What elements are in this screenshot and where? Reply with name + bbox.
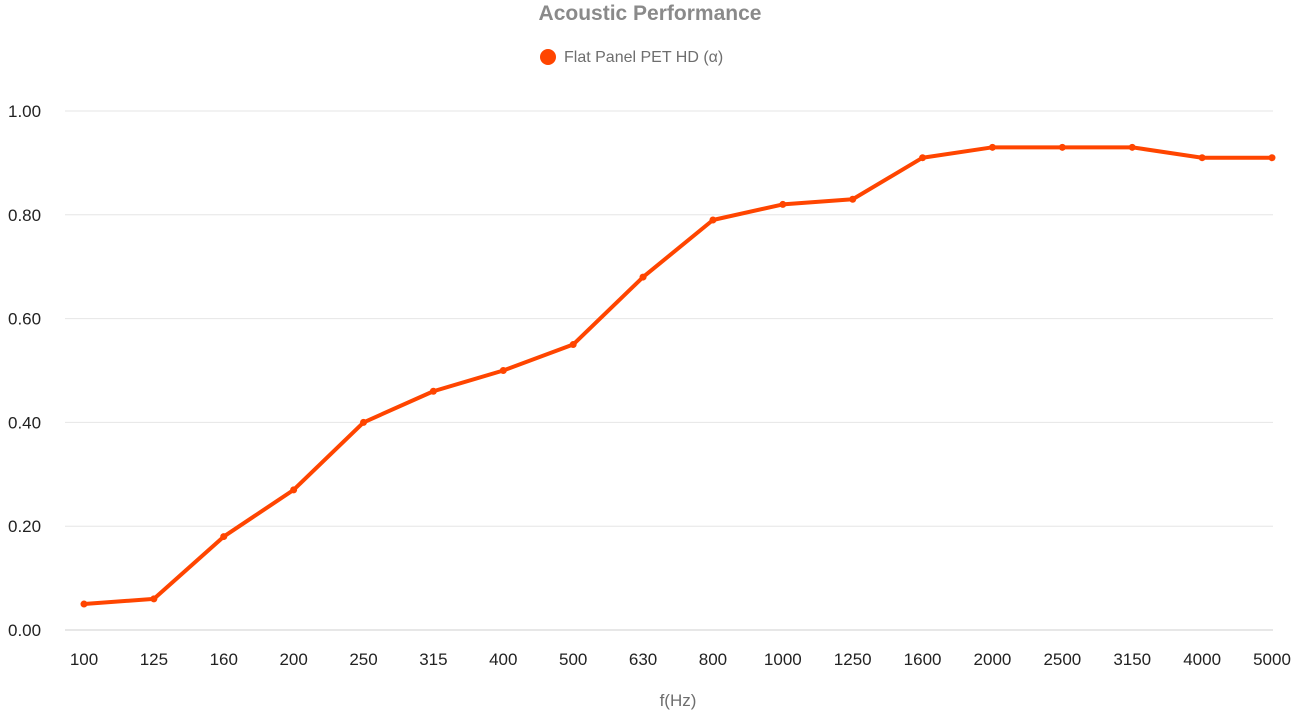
y-tick-label: 0.40 — [8, 413, 41, 432]
series-line — [82, 145, 1274, 607]
x-tick-label: 250 — [349, 650, 377, 669]
data-point[interactable] — [569, 341, 577, 349]
y-tick-label: 0.00 — [8, 621, 41, 640]
x-axis-title: f(Hz) — [660, 691, 697, 710]
data-point[interactable] — [1198, 154, 1206, 162]
series-area — [80, 143, 1276, 608]
legend-label: Flat Panel PET HD (α) — [564, 49, 723, 66]
data-point[interactable] — [988, 143, 996, 151]
data-point[interactable] — [499, 367, 507, 374]
y-tick-label: 0.80 — [8, 206, 41, 225]
data-point[interactable] — [1128, 143, 1136, 151]
x-tick-label: 200 — [279, 650, 307, 669]
legend[interactable]: Flat Panel PET HD (α) — [540, 49, 723, 66]
x-tick-label: 3150 — [1113, 650, 1151, 669]
x-tick-label: 800 — [699, 650, 727, 669]
y-tick-label: 0.60 — [8, 310, 41, 329]
data-point[interactable] — [429, 387, 437, 395]
data-point[interactable] — [709, 216, 717, 224]
x-tick-label: 315 — [419, 650, 447, 669]
x-tick-label: 5000 — [1253, 650, 1291, 669]
data-point[interactable] — [80, 600, 88, 608]
data-point[interactable] — [290, 486, 298, 494]
x-tick-label: 500 — [559, 650, 587, 669]
y-tick-label: 1.00 — [8, 102, 41, 121]
y-axis-ticks: 0.00 0.20 0.40 0.60 0.80 1.00 — [8, 102, 41, 640]
data-point[interactable] — [150, 595, 158, 603]
x-tick-label: 1000 — [764, 650, 802, 669]
x-axis-ticks: 100 125 160 200 250 315 400 500 630 800 1000 1250 16… — [70, 650, 1291, 669]
x-tick-label: 4000 — [1183, 650, 1221, 669]
x-tick-label: 100 — [70, 650, 98, 669]
x-tick-label: 1250 — [834, 650, 872, 669]
x-tick-label: 400 — [489, 650, 517, 669]
data-point[interactable] — [779, 200, 787, 208]
x-tick-label: 1600 — [904, 650, 942, 669]
x-tick-label: 2500 — [1043, 650, 1081, 669]
data-point[interactable] — [919, 154, 927, 162]
x-tick-label: 630 — [629, 650, 657, 669]
legend-marker — [540, 49, 556, 65]
grid — [65, 110, 1273, 631]
data-point[interactable] — [220, 533, 228, 541]
data-point[interactable] — [849, 195, 857, 203]
x-tick-label: 160 — [210, 650, 238, 669]
x-tick-label: 2000 — [974, 650, 1012, 669]
series-group — [80, 143, 1276, 608]
data-point[interactable] — [639, 273, 647, 281]
chart-title: Acoustic Performance — [539, 2, 762, 25]
x-tick-label: 125 — [140, 650, 168, 669]
y-tick-label: 0.20 — [8, 517, 41, 536]
data-point[interactable] — [360, 418, 368, 426]
data-point[interactable] — [1058, 143, 1066, 151]
data-point[interactable] — [1268, 154, 1276, 162]
